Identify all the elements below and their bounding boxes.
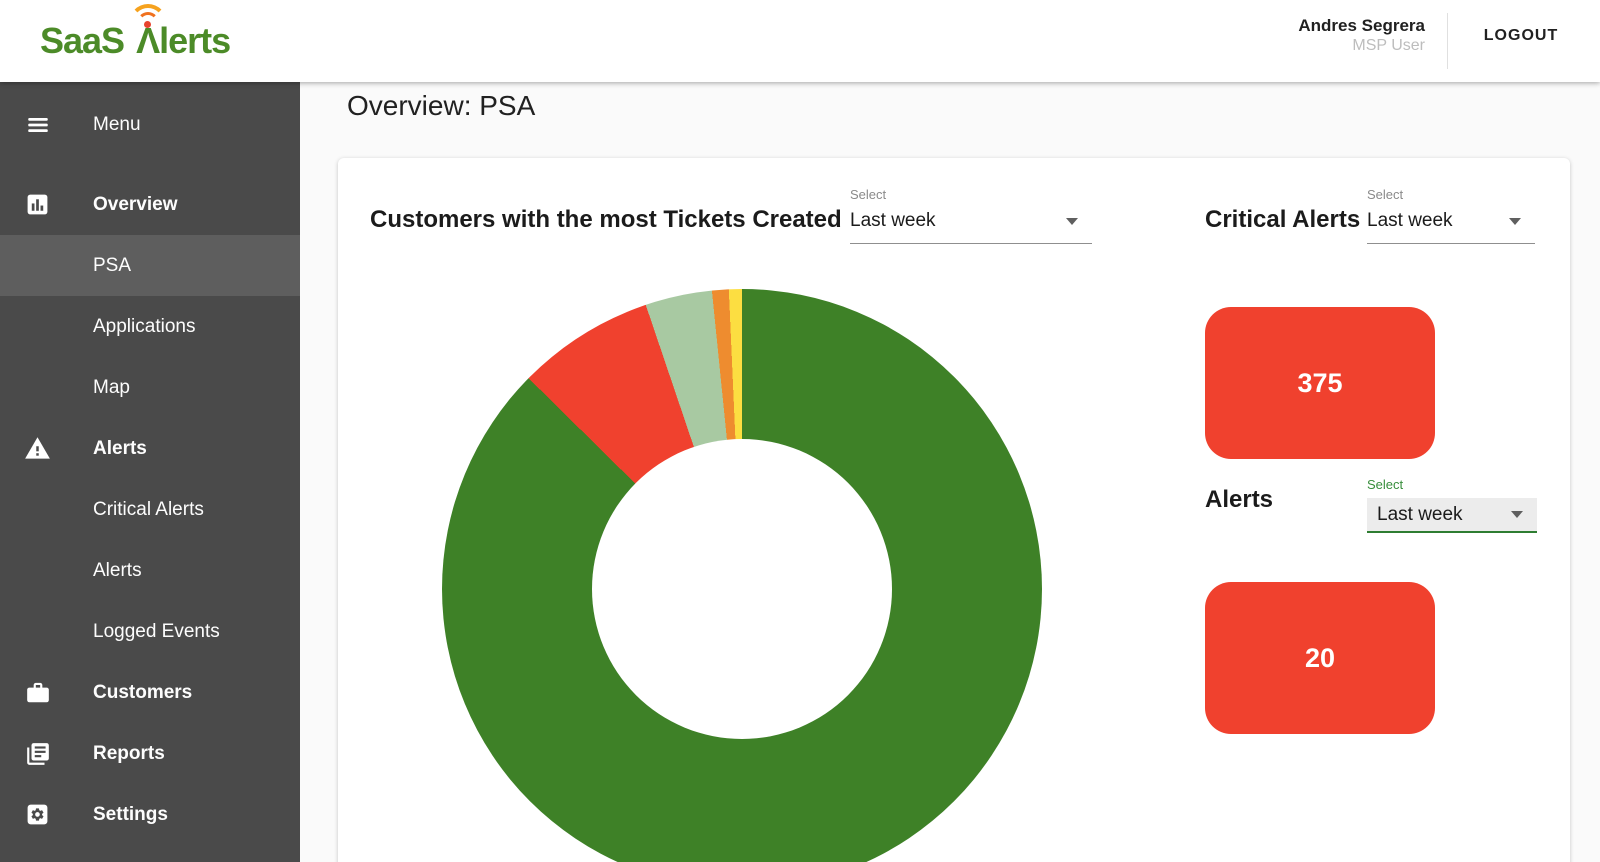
page-title: Overview: PSA: [347, 90, 536, 121]
chart-title: Customers with the most Tickets Created: [370, 206, 842, 233]
sidebar-item-label: Menu: [93, 113, 141, 135]
critical-alerts-title: Critical Alerts: [1205, 206, 1361, 233]
sidebar-item-applications[interactable]: Applications: [0, 296, 300, 357]
sidebar-item-label: Customers: [93, 681, 193, 703]
sidebar-item-label: Alerts: [93, 437, 147, 459]
bar-chart-icon: [24, 191, 51, 218]
sidebar-item-alerts-sub[interactable]: Alerts: [0, 540, 300, 601]
sidebar-item-label: Applications: [93, 315, 196, 337]
sidebar-item-logged-events[interactable]: Logged Events: [0, 601, 300, 662]
chevron-down-icon: [1509, 217, 1521, 225]
select-value: Last week: [1377, 503, 1463, 525]
sidebar-item-label: Overview: [93, 193, 178, 215]
chevron-down-icon: [1066, 217, 1078, 225]
sidebar-item-label: Map: [93, 376, 130, 398]
warning-icon: [24, 435, 51, 462]
logo-word-saas: SaaS: [40, 20, 125, 61]
sidebar-item-label: Logged Events: [93, 620, 220, 642]
donut-hole: [592, 439, 892, 739]
sidebar-item-alerts[interactable]: Alerts: [0, 418, 300, 479]
sidebar-item-menu[interactable]: Menu: [0, 94, 300, 155]
user-role: MSP User: [1352, 37, 1425, 54]
sidebar-item-label: Critical Alerts: [93, 498, 204, 520]
sidebar-item-critical-alerts[interactable]: Critical Alerts: [0, 479, 300, 540]
sidebar-item-customers[interactable]: Customers: [0, 662, 300, 723]
sidebar-nav: Menu Overview PSA Applications Map Alert…: [0, 82, 300, 862]
sidebar-item-settings[interactable]: Settings: [0, 784, 300, 845]
select-label: Select: [1367, 187, 1404, 202]
select-label: Select: [1367, 477, 1404, 492]
select-value: Last week: [1367, 210, 1453, 231]
sidebar-item-reports[interactable]: Reports: [0, 723, 300, 784]
tickets-donut-chart[interactable]: [442, 289, 1042, 862]
alerts-period-select[interactable]: Select Last week: [1367, 478, 1537, 533]
alerts-count-tile[interactable]: 20: [1205, 582, 1435, 734]
user-name: Andres Segrera: [1298, 16, 1425, 35]
sidebar-item-label: Settings: [93, 803, 168, 825]
wifi-icon: [128, 4, 167, 28]
overview-card: Customers with the most Tickets Created …: [338, 158, 1570, 862]
sidebar-item-psa[interactable]: PSA: [0, 235, 300, 296]
chart-period-select[interactable]: Select Last week: [850, 188, 1092, 244]
critical-alerts-count: 375: [1297, 367, 1343, 398]
alerts-count: 20: [1304, 642, 1336, 673]
select-value: Last week: [850, 210, 936, 231]
select-label: Select: [850, 187, 887, 202]
sidebar-item-label: Reports: [93, 742, 165, 764]
hamburger-icon[interactable]: [24, 111, 51, 138]
sidebar-item-overview[interactable]: Overview: [0, 174, 300, 235]
gear-icon: [24, 801, 51, 828]
logout-button[interactable]: LOGOUT: [1471, 26, 1571, 46]
logo-letter-a: Λ: [128, 4, 167, 62]
critical-alerts-count-tile[interactable]: 375: [1205, 307, 1435, 459]
briefcase-icon: [24, 679, 51, 706]
library-books-icon: [24, 740, 51, 767]
sidebar-item-map[interactable]: Map: [0, 357, 300, 418]
sidebar-item-label: Alerts: [93, 559, 142, 581]
chevron-down-icon: [1511, 511, 1523, 518]
logo-word-lerts: lerts: [159, 20, 231, 61]
main-content: Overview: PSA Customers with the most Ti…: [300, 82, 1600, 862]
critical-alerts-period-select[interactable]: Select Last week: [1367, 188, 1535, 244]
alerts-title: Alerts: [1205, 486, 1274, 513]
sidebar-item-label: PSA: [93, 254, 132, 276]
user-info: Andres Segrera MSP User: [1298, 16, 1425, 56]
header-divider: [1447, 13, 1448, 69]
